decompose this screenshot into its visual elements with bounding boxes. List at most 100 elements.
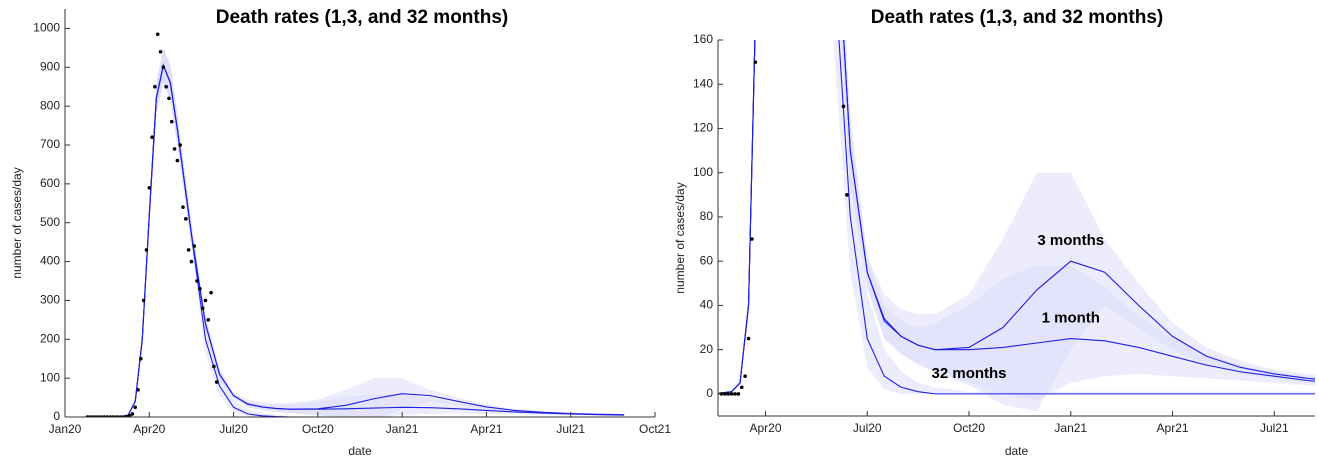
observed-point [200, 306, 205, 311]
observed-point [736, 392, 741, 396]
observed-point [144, 248, 149, 252]
x-tick-label: Oct21 [639, 422, 671, 436]
y-tick-label: 0 [53, 409, 60, 423]
observed-point [153, 84, 157, 89]
observed-point [729, 392, 734, 396]
y-tick-label: 160 [693, 32, 713, 46]
observed-point [136, 388, 140, 392]
y-axis-label: number of cases/day [673, 182, 687, 293]
x-axis-label: date [1005, 444, 1029, 458]
chart-title: Death rates (1,3, and 32 months) [871, 7, 1163, 28]
x-tick-label: Jan21 [386, 422, 419, 436]
observed-point [214, 380, 219, 384]
observed-point [209, 290, 213, 295]
x-tick-label: Jan20 [49, 422, 82, 436]
observed-point [186, 248, 191, 252]
confidence-band [718, 40, 1315, 401]
y-tick-label: 800 [40, 98, 60, 112]
observed-point [203, 298, 208, 303]
observed-point [743, 374, 747, 378]
confidence-band [65, 47, 625, 417]
observed-point [147, 185, 152, 190]
observed-point [175, 158, 180, 163]
observed-point [212, 364, 216, 369]
observed-point [739, 385, 744, 390]
observed-point [169, 119, 174, 124]
x-tick-label: Apr20 [133, 422, 165, 436]
y-tick-label: 0 [706, 386, 713, 400]
observed-point [726, 392, 730, 396]
observed-point [195, 279, 199, 283]
observed-point [184, 217, 188, 221]
y-tick-label: 700 [40, 137, 60, 151]
observed-point [127, 414, 132, 417]
observed-point [206, 318, 211, 322]
y-tick-label: 900 [40, 59, 60, 73]
confidence-band [718, 40, 1315, 394]
confidence-band [718, 40, 1315, 412]
y-tick-label: 40 [700, 298, 714, 312]
x-tick-label: Oct20 [953, 421, 985, 435]
observed-point [178, 143, 182, 147]
x-tick-label: Oct20 [302, 422, 334, 436]
y-tick-label: 500 [40, 215, 60, 229]
x-tick-label: Jul20 [853, 421, 882, 435]
x-tick-label: Jul20 [219, 422, 248, 436]
observed-point [198, 286, 202, 291]
fit-line [65, 63, 625, 417]
observed-point [753, 60, 758, 64]
y-tick-label: 100 [693, 165, 713, 179]
confidence-band [65, 47, 625, 417]
y-tick-label: 300 [40, 293, 60, 307]
x-tick-label: Jul21 [1260, 421, 1289, 435]
series-annotation: 32 months [932, 365, 1007, 382]
y-tick-label: 100 [40, 370, 60, 384]
y-tick-label: 600 [40, 176, 60, 190]
fit-line [718, 40, 1315, 394]
observed-point [141, 298, 146, 303]
x-axis-label: date [348, 444, 372, 458]
observed-point [155, 32, 160, 37]
fit-line [718, 40, 1315, 395]
observed-point [733, 392, 737, 396]
observed-point [167, 96, 171, 101]
y-tick-label: 400 [40, 254, 60, 268]
observed-point [845, 193, 849, 197]
observed-point [189, 259, 194, 264]
observed-point [181, 205, 185, 209]
observed-point [133, 405, 138, 410]
observed-point [158, 49, 163, 54]
y-tick-label: 120 [693, 121, 713, 135]
y-tick-label: 200 [40, 331, 60, 345]
y-tick-label: 80 [700, 209, 714, 223]
chart-title: Death rates (1,3, and 32 months) [216, 7, 508, 28]
observed-point [750, 237, 754, 241]
y-tick-label: 60 [700, 253, 714, 267]
x-tick-label: Jul21 [556, 422, 585, 436]
x-tick-label: Apr20 [749, 421, 781, 435]
plot-area [65, 32, 625, 417]
y-tick-label: 140 [693, 76, 713, 90]
observed-point [746, 336, 751, 341]
x-tick-label: Jan21 [1054, 421, 1087, 435]
fit-line [65, 63, 625, 417]
y-tick-label: 20 [700, 342, 714, 356]
series-annotation: 3 months [1037, 232, 1104, 249]
observed-point [172, 147, 177, 151]
plot-area [718, 40, 1315, 412]
observed-point [841, 104, 846, 109]
y-axis-label: number of cases/day [10, 167, 24, 278]
observed-point [161, 65, 166, 70]
observed-point [139, 356, 143, 361]
fit-line [65, 63, 625, 417]
series-annotation: 1 month [1042, 310, 1100, 327]
observed-point [150, 135, 154, 140]
observed-point [130, 412, 135, 416]
y-tick-label: 1000 [33, 21, 60, 35]
observed-point [164, 84, 168, 89]
x-tick-label: Apr21 [1157, 421, 1189, 435]
observed-point [192, 244, 197, 248]
observed-point [722, 392, 727, 396]
x-tick-label: Apr21 [470, 422, 502, 436]
